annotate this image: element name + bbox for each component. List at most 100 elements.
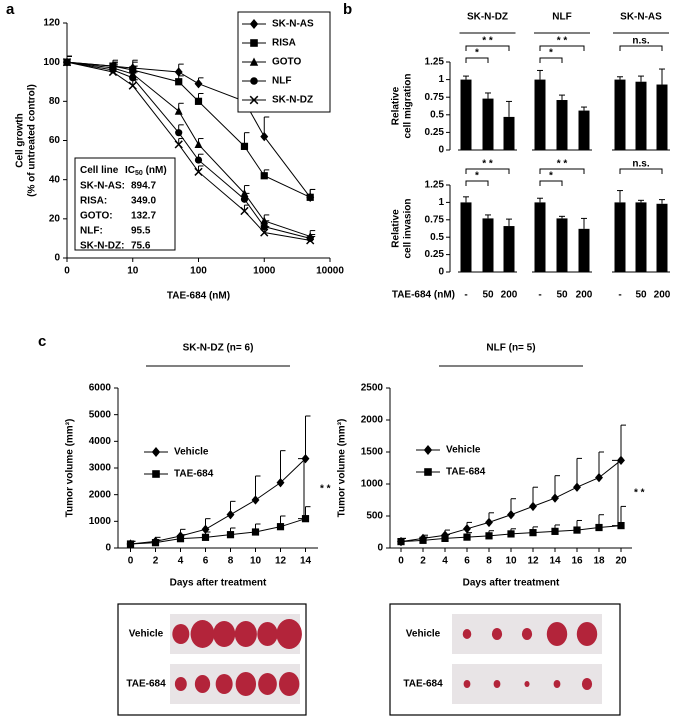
marker <box>485 532 493 540</box>
error-bar <box>638 199 644 203</box>
x-tick-label: 6 <box>464 556 470 567</box>
significance-label: * * <box>557 36 568 47</box>
x-tick-label: 20 <box>615 556 627 567</box>
y-tick-label: 1.25 <box>425 180 445 191</box>
significance-label: * <box>549 171 553 182</box>
y-tick-label: 1 <box>438 197 444 208</box>
marker <box>175 129 183 137</box>
marker <box>529 529 537 537</box>
bar <box>578 228 590 272</box>
x-tick-label: 16 <box>571 556 583 567</box>
y-axis-label: cell invasion <box>403 198 414 258</box>
panel-label: c <box>38 333 46 350</box>
bar <box>635 81 647 150</box>
y-tick-label: 0.25 <box>425 249 445 260</box>
y-tick-label: 5000 <box>89 409 112 420</box>
bar <box>556 100 568 150</box>
bar <box>556 218 568 272</box>
significance-label: * * <box>320 483 331 494</box>
y-tick-label: 20 <box>49 213 61 224</box>
tumor <box>463 680 471 688</box>
error-bar <box>537 69 543 80</box>
marker <box>251 495 260 505</box>
marker <box>126 540 135 548</box>
marker <box>194 156 203 164</box>
significance-bracket <box>465 45 510 51</box>
x-tick-label: 200 <box>654 290 671 301</box>
marker <box>240 195 249 203</box>
x-axis-label: Days after treatment <box>170 578 267 589</box>
error-bar <box>305 415 311 459</box>
marker <box>595 523 603 532</box>
marker <box>260 131 269 142</box>
legend-label: Vehicle <box>174 447 209 458</box>
significance-bracket <box>298 458 305 520</box>
marker <box>250 39 258 47</box>
x-tick-label: 200 <box>501 290 518 301</box>
marker <box>249 19 259 29</box>
marker <box>226 531 235 539</box>
marker <box>463 533 471 541</box>
y-tick-label: 1.25 <box>425 57 445 68</box>
marker <box>249 95 259 105</box>
marker <box>276 477 285 488</box>
tumor <box>190 620 215 648</box>
error-bar <box>638 75 644 82</box>
bar <box>534 202 546 272</box>
chart-title: NLF (n= 5) <box>486 343 535 354</box>
x-tick-label: - <box>538 290 541 301</box>
x-tick-label: 200 <box>576 290 593 301</box>
photo-background <box>170 664 300 704</box>
marker <box>226 509 235 520</box>
marker <box>485 517 493 528</box>
marker <box>423 445 433 455</box>
marker <box>617 455 625 465</box>
legend-label: RISA <box>272 38 296 49</box>
y-tick-label: 0 <box>54 253 60 264</box>
table-cell: NLF: <box>80 226 103 237</box>
marker <box>108 67 118 77</box>
bar <box>614 79 626 150</box>
significance-label: * <box>549 48 553 59</box>
bar <box>503 116 515 150</box>
marker <box>201 533 210 541</box>
table-cell: 132.7 <box>131 211 156 222</box>
tumor <box>258 673 277 695</box>
y-tick-label: 1000 <box>89 516 112 527</box>
legend-label: NLF <box>272 76 291 87</box>
y-tick-label: 4000 <box>89 436 112 447</box>
y-tick-label: 0.75 <box>425 214 445 225</box>
marker <box>201 524 210 535</box>
bar <box>482 218 494 272</box>
significance-bracket <box>619 168 663 174</box>
group-label: SK-N-AS <box>620 12 662 23</box>
x-tick-label: 2 <box>420 556 426 567</box>
y-tick-label: 0.5 <box>430 109 444 120</box>
significance-bracket <box>465 180 489 186</box>
table-cell: SK-N-AS: <box>80 181 125 192</box>
marker <box>260 172 268 180</box>
table-header: Cell line IC50 (nM) <box>80 165 167 177</box>
x-axis-label: TAE-684 (nM) <box>392 290 455 301</box>
x-tick-label: 10 <box>127 266 139 277</box>
bar <box>482 98 494 150</box>
error-bar <box>485 92 491 99</box>
y-tick-label: 0.25 <box>425 127 445 138</box>
marker <box>175 78 183 86</box>
x-tick-label: 0 <box>64 266 70 277</box>
table-header-subscript: 50 <box>135 170 143 177</box>
tumor <box>493 680 501 688</box>
marker <box>240 206 249 216</box>
bar <box>534 79 546 150</box>
marker <box>397 538 405 546</box>
bar <box>460 202 472 272</box>
x-tick-label: 50 <box>556 290 568 301</box>
marker <box>176 535 185 543</box>
marker <box>240 142 249 150</box>
bar <box>614 202 626 272</box>
y-tick-label: 1500 <box>361 447 384 458</box>
marker <box>174 140 183 149</box>
x-tick-label: 2 <box>153 556 159 567</box>
tumor <box>257 622 278 646</box>
chart-title: SK-N-DZ (n= 6) <box>183 343 254 354</box>
